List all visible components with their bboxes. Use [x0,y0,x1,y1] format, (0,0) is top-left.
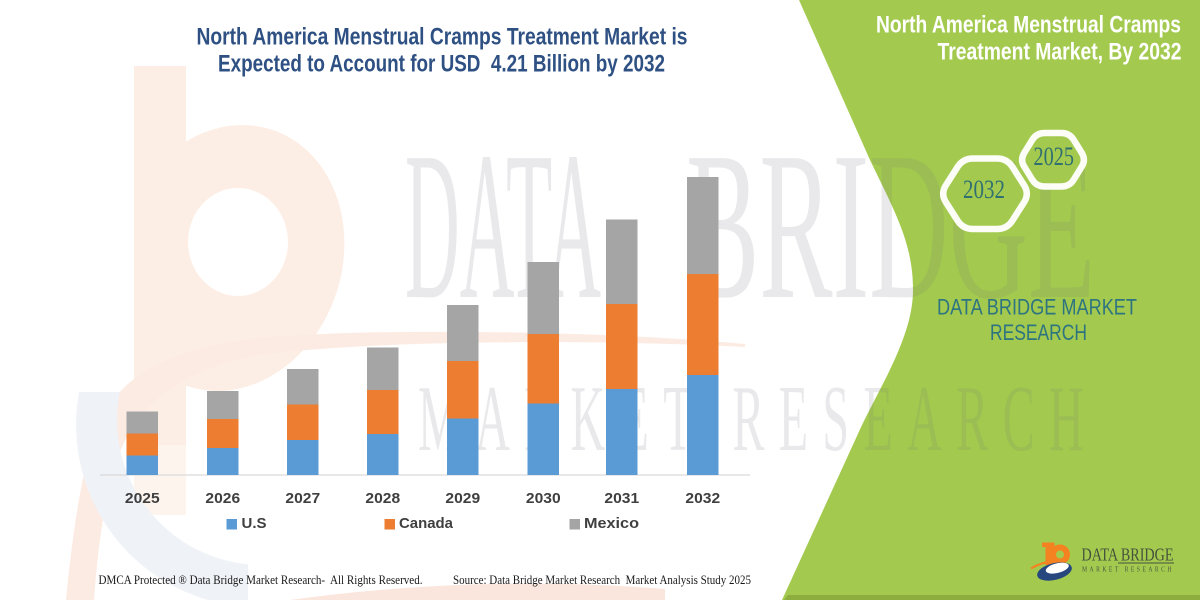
svg-text:DATA BRIDGE MARKET: DATA BRIDGE MARKET [937,295,1137,320]
svg-text:Mexico: Mexico [584,515,639,532]
svg-text:2029: 2029 [445,490,480,507]
svg-text:North America Menstrual Cramps: North America Menstrual Cramps [876,12,1181,39]
svg-text:MARKET RESEARCH: MARKET RESEARCH [1082,566,1174,574]
svg-text:2032: 2032 [963,175,1005,204]
svg-text:North America Menstrual Cramps: North America Menstrual Cramps Treatment… [197,23,688,50]
svg-text:DATA: DATA [405,108,601,343]
svg-text:2032: 2032 [685,490,720,507]
svg-text:2031: 2031 [604,490,639,507]
svg-text:Canada: Canada [399,515,454,532]
svg-text:2025: 2025 [1034,142,1075,171]
svg-text:Expected to Account for USD 4: Expected to Account for USD 4.21 Billion… [218,51,665,78]
svg-text:2030: 2030 [526,490,561,507]
svg-text:Source: Data Bridge Market Res: Source: Data Bridge Market Research Mark… [453,572,751,587]
svg-text:DMCA Protected ® Data Bridge M: DMCA Protected ® Data Bridge Market Rese… [99,572,423,587]
svg-text:2025: 2025 [125,490,160,507]
svg-text:DATA: DATA [405,108,601,343]
svg-text:2028: 2028 [365,490,400,507]
svg-text:2027: 2027 [285,490,320,507]
svg-text:MARKET RESEARCH: MARKET RESEARCH [418,367,1098,471]
svg-text:2026: 2026 [205,490,240,507]
svg-text:RESEARCH: RESEARCH [990,320,1087,345]
svg-text:DATA BRIDGE: DATA BRIDGE [1082,545,1174,565]
svg-text:U.S: U.S [242,515,267,532]
svg-text:Treatment Market, By 2032: Treatment Market, By 2032 [938,39,1182,66]
